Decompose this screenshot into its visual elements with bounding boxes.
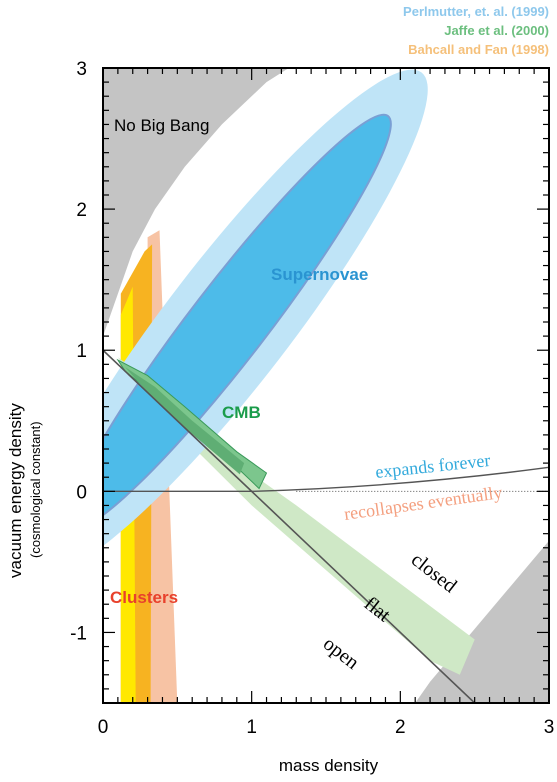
y-axis-sublabel: (cosmological constant) — [28, 421, 43, 558]
expands-forever-label: expands forever — [374, 450, 491, 482]
legend-bahcall: Bahcall and Fan (1998) — [408, 42, 549, 57]
y-tick-label: -1 — [70, 623, 87, 644]
y-tick-label: 0 — [76, 482, 87, 503]
plot-area — [103, 68, 549, 703]
flat-universe-line — [103, 349, 476, 703]
x-tick-label: 1 — [246, 717, 257, 738]
open-label: open — [319, 633, 363, 674]
no-big-bang-region — [103, 68, 289, 337]
axis-ticks: 0 1 2 3 -1 0 1 2 3 — [70, 59, 554, 738]
x-tick-label: 0 — [98, 717, 109, 738]
y-tick-label: 3 — [76, 59, 87, 80]
y-tick-label: 2 — [76, 200, 87, 221]
x-tick-label: 2 — [395, 717, 406, 738]
supernovae-inner-contour — [103, 113, 392, 531]
supernovae-label: Supernovae — [271, 265, 368, 284]
x-axis-label: mass density — [278, 756, 379, 775]
closed-label: closed — [407, 549, 461, 598]
expansion-boundary-line — [103, 466, 549, 493]
recollapses-label: recollapses eventually — [343, 482, 504, 524]
cmb-core-contour — [125, 367, 245, 475]
x-tick-label: 3 — [544, 717, 555, 738]
y-axis-label: vacuum energy density — [6, 403, 25, 578]
cmb-label: CMB — [222, 403, 261, 422]
legend-jaffe: Jaffe et al. (2000) — [444, 23, 549, 38]
no-big-bang-label: No Big Bang — [114, 116, 209, 135]
y-tick-label: 1 — [76, 341, 87, 362]
clusters-label: Clusters — [110, 588, 178, 607]
legend-perlmutter: Perlmutter, et. al. (1999) — [403, 4, 549, 19]
